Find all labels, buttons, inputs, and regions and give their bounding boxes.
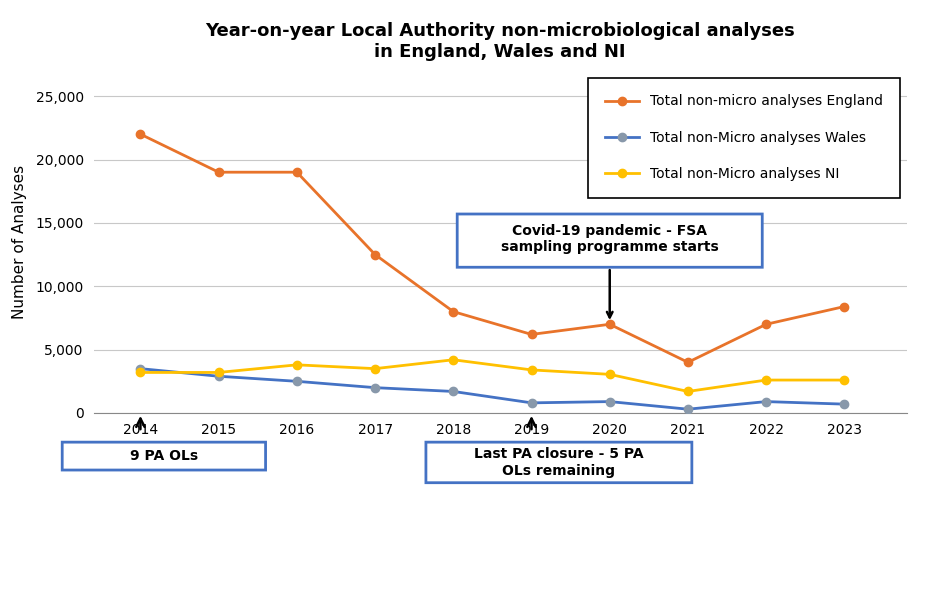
Total non-micro analyses England bbox=[213, 169, 224, 176]
Total non-Micro analyses Wales bbox=[839, 401, 850, 408]
Total non-Micro analyses NI bbox=[448, 356, 459, 363]
Total non-Micro analyses Wales bbox=[213, 373, 224, 380]
Total non-Micro analyses Wales bbox=[291, 378, 302, 385]
FancyBboxPatch shape bbox=[63, 442, 266, 470]
Total non-micro analyses England bbox=[135, 130, 146, 137]
Line: Total non-micro analyses England: Total non-micro analyses England bbox=[137, 130, 849, 366]
Total non-micro analyses England bbox=[525, 331, 537, 338]
Total non-micro analyses England bbox=[839, 303, 850, 310]
Total non-Micro analyses NI bbox=[604, 371, 615, 378]
Total non-Micro analyses NI bbox=[135, 369, 146, 376]
Total non-micro analyses England bbox=[604, 321, 615, 328]
Total non-Micro analyses Wales bbox=[369, 384, 381, 391]
Total non-micro analyses England bbox=[760, 321, 771, 328]
Total non-micro analyses England bbox=[448, 308, 459, 315]
Total non-Micro analyses NI bbox=[683, 388, 694, 395]
Total non-micro analyses England bbox=[369, 251, 381, 258]
Line: Total non-Micro analyses Wales: Total non-Micro analyses Wales bbox=[137, 365, 849, 414]
Total non-Micro analyses NI bbox=[525, 366, 537, 373]
X-axis label: Year: Year bbox=[484, 445, 516, 460]
Total non-Micro analyses Wales bbox=[135, 365, 146, 372]
Total non-Micro analyses Wales bbox=[448, 388, 459, 395]
Y-axis label: Number of Analyses: Number of Analyses bbox=[12, 165, 27, 319]
Total non-Micro analyses Wales bbox=[683, 406, 694, 413]
Title: Year-on-year Local Authority non-microbiological analyses
in England, Wales and : Year-on-year Local Authority non-microbi… bbox=[206, 22, 795, 61]
FancyBboxPatch shape bbox=[457, 214, 762, 267]
Total non-Micro analyses NI bbox=[839, 376, 850, 384]
Line: Total non-Micro analyses NI: Total non-Micro analyses NI bbox=[137, 356, 849, 396]
Total non-micro analyses England bbox=[683, 359, 694, 366]
Total non-Micro analyses Wales bbox=[525, 399, 537, 407]
Text: 9 PA OLs: 9 PA OLs bbox=[130, 449, 198, 463]
FancyBboxPatch shape bbox=[426, 442, 692, 483]
Total non-Micro analyses NI bbox=[213, 369, 224, 376]
Total non-Micro analyses Wales bbox=[604, 398, 615, 405]
Total non-Micro analyses NI bbox=[760, 376, 771, 384]
Text: Last PA closure - 5 PA
OLs remaining: Last PA closure - 5 PA OLs remaining bbox=[474, 447, 643, 477]
Total non-micro analyses England bbox=[291, 169, 302, 176]
Total non-Micro analyses Wales bbox=[760, 398, 771, 405]
Text: Covid-19 pandemic - FSA
sampling programme starts: Covid-19 pandemic - FSA sampling program… bbox=[501, 224, 719, 254]
Legend: Total non-micro analyses England, Total non-Micro analyses Wales, Total non-Micr: Total non-micro analyses England, Total … bbox=[588, 78, 900, 198]
Total non-Micro analyses NI bbox=[291, 361, 302, 368]
Total non-Micro analyses NI bbox=[369, 365, 381, 372]
